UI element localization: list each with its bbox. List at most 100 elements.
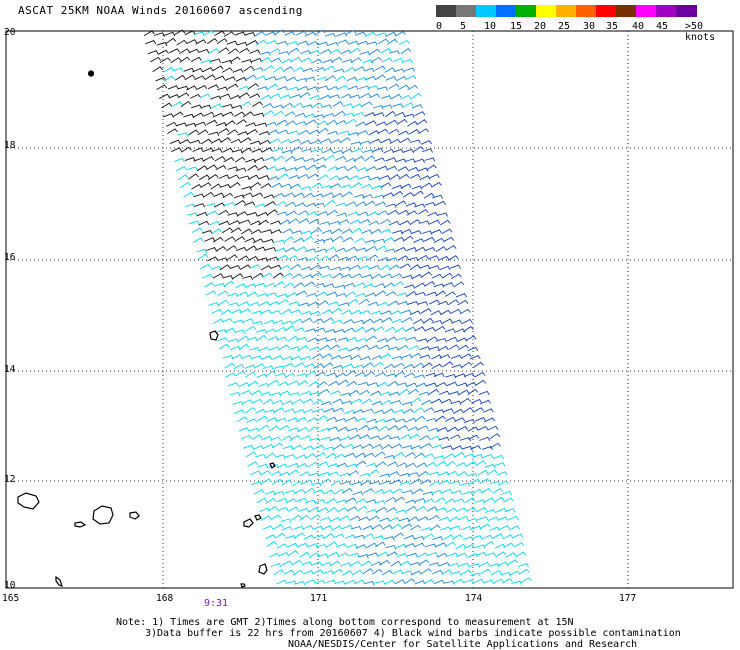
wind-barb	[283, 282, 294, 289]
wind-barb	[390, 523, 402, 530]
wind-barb	[492, 454, 504, 460]
wind-barb	[447, 552, 459, 557]
wind-barb	[216, 337, 228, 342]
wind-barb	[245, 74, 257, 81]
wind-barb	[357, 211, 369, 216]
wind-barb	[210, 58, 222, 63]
wind-barb	[336, 32, 348, 37]
wind-barb	[380, 48, 392, 54]
wind-barb	[492, 533, 504, 539]
wind-barb	[309, 514, 321, 521]
wind-barb	[212, 65, 224, 71]
wind-barb	[375, 121, 387, 127]
wind-barb	[341, 148, 353, 154]
wind-barb	[248, 427, 260, 432]
wind-barb	[466, 472, 478, 478]
wind-barb	[268, 379, 280, 386]
wind-barb	[306, 417, 318, 423]
wind-barb	[179, 56, 191, 63]
wind-barb	[272, 66, 284, 73]
wind-barb	[441, 228, 453, 234]
wind-barb	[427, 255, 439, 260]
wind-barb	[288, 392, 300, 397]
wind-barb	[423, 453, 435, 458]
wind-barb	[376, 381, 388, 388]
wind-barb	[399, 220, 411, 226]
wind-barb	[323, 283, 335, 288]
wind-barb	[333, 488, 345, 495]
wind-barb	[467, 426, 479, 432]
wind-barb	[296, 290, 308, 296]
wind-barb	[414, 497, 426, 503]
wind-barb	[380, 480, 392, 485]
wind-barb	[297, 256, 309, 262]
wind-barb	[518, 568, 530, 575]
wind-barb	[321, 353, 333, 359]
wind-barb	[403, 363, 415, 370]
wind-barb	[346, 463, 358, 468]
wind-barb	[304, 281, 315, 288]
wind-barb	[424, 326, 436, 332]
wind-barb	[367, 301, 379, 306]
wind-barb	[483, 541, 495, 548]
wind-barb	[455, 293, 467, 298]
wind-barb	[402, 148, 414, 154]
wind-barb	[257, 257, 269, 262]
wind-barb	[283, 362, 294, 368]
wind-barb	[467, 346, 479, 352]
wind-barb	[232, 149, 243, 154]
wind-barb	[396, 336, 408, 342]
wind-barb	[353, 155, 365, 162]
wind-barb	[342, 103, 354, 108]
wind-barb	[285, 535, 297, 540]
wind-barb	[241, 59, 253, 64]
wind-barb	[325, 75, 336, 82]
wind-barb	[302, 445, 314, 450]
wind-barb	[316, 291, 328, 297]
wind-barb	[304, 579, 316, 584]
wind-barb	[287, 41, 299, 46]
wind-barb	[331, 56, 343, 63]
wind-barb	[331, 228, 343, 235]
wind-barb	[340, 480, 352, 486]
wind-barb	[240, 101, 252, 107]
wind-barb	[387, 425, 399, 431]
wind-barb	[392, 281, 404, 287]
wind-barb	[428, 427, 439, 433]
wind-barb	[283, 569, 295, 575]
wind-barb	[211, 148, 223, 153]
wind-barb	[308, 49, 320, 55]
wind-barb	[342, 191, 353, 198]
wind-barb	[176, 122, 187, 127]
wind-barb	[273, 192, 285, 198]
wind-barb	[263, 65, 275, 71]
wind-barb	[265, 31, 276, 36]
wind-barb	[179, 48, 190, 54]
wind-barb	[234, 370, 246, 377]
wind-barb	[310, 264, 322, 271]
wind-barb	[255, 75, 267, 80]
wind-barb	[272, 272, 284, 279]
wind-barb	[354, 326, 366, 333]
wind-barb	[472, 454, 484, 459]
wind-barb	[203, 111, 215, 117]
lon-label-171: 171	[310, 593, 328, 604]
wind-barb	[494, 462, 506, 467]
wind-barb	[385, 76, 397, 81]
wind-barb	[288, 427, 300, 432]
wind-barb	[316, 120, 328, 126]
wind-barb	[240, 137, 252, 143]
wind-barb	[398, 517, 410, 523]
wind-barb	[257, 463, 269, 469]
wind-barb	[212, 273, 224, 279]
wind-barb	[433, 409, 445, 414]
wind-barb	[311, 102, 323, 108]
wind-barb	[377, 165, 388, 171]
wind-barb	[356, 337, 368, 343]
wind-barb	[208, 48, 220, 54]
wind-barb	[314, 499, 326, 504]
wind-barb	[372, 147, 384, 153]
wind-barb	[336, 212, 348, 218]
wind-barb	[242, 111, 254, 118]
wind-barb	[374, 238, 386, 244]
